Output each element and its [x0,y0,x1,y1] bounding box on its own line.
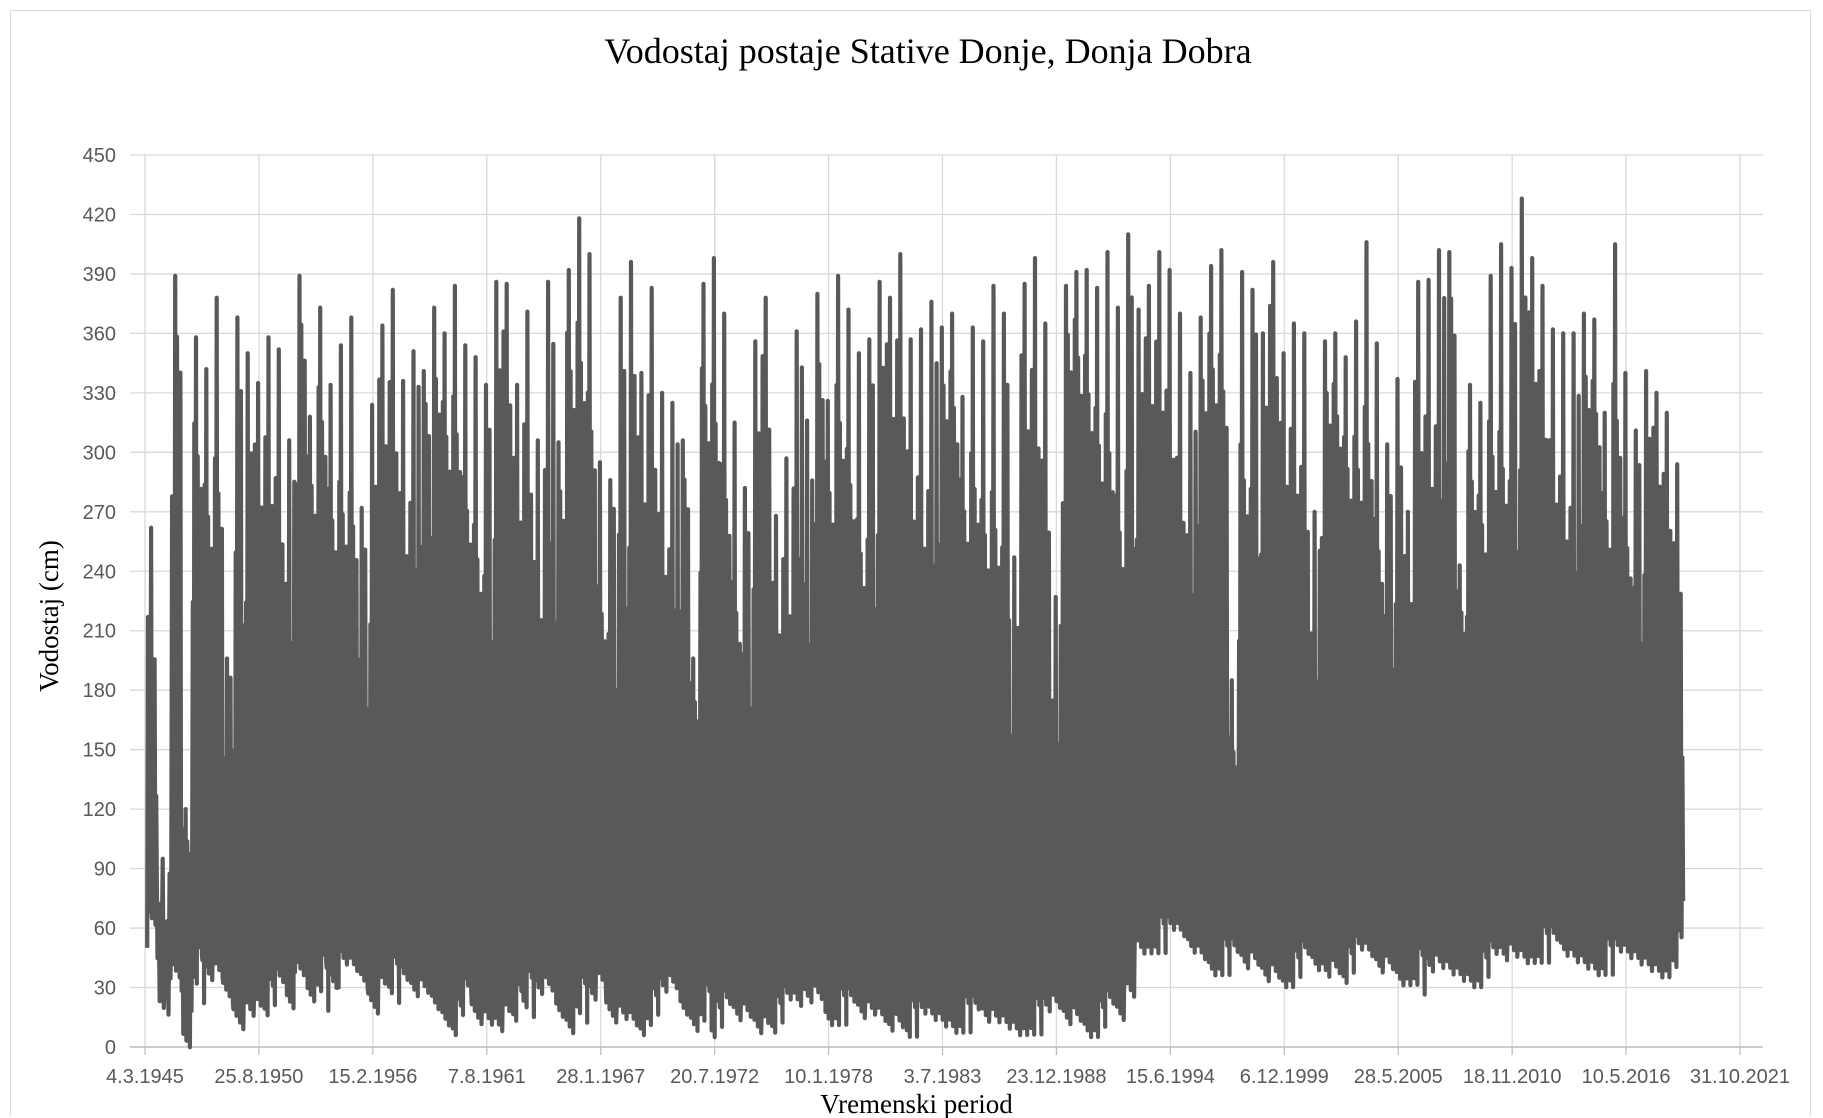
y-tick-label: 420 [83,204,116,226]
x-axis-ticks: 4.3.1945 25.8.1950 15.2.1956 7.8.1961 28.1.1… [106,1066,1790,1088]
x-tick-label: 31.10.2021 [1690,1066,1790,1088]
x-tick-label: 23.12.1988 [1006,1066,1106,1088]
x-tick-label: 6.12.1999 [1240,1066,1329,1088]
x-tick-label: 25.8.1950 [214,1066,303,1088]
x-tick-label: 3.7.1983 [904,1066,982,1088]
x-tick-label: 4.3.1945 [106,1066,184,1088]
y-tick-label: 0 [105,1037,116,1059]
x-axis-title: Vremenski period [820,1089,1013,1118]
y-axis-title: Vodostaj (cm) [34,540,64,692]
x-tick-label: 15.2.1956 [328,1066,417,1088]
y-tick-label: 450 [83,145,116,167]
y-tick-label: 90 [94,859,116,881]
water-level-series-line [145,196,1686,1050]
series-layer [145,196,1686,1050]
y-tick-label: 330 [83,383,116,405]
x-tick-label: 20.7.1972 [670,1066,759,1088]
x-tick-label: 15.6.1994 [1126,1066,1215,1088]
x-tick-label: 10.5.2016 [1582,1066,1671,1088]
y-tick-label: 180 [83,680,116,702]
x-tick-label: 28.1.1967 [556,1066,645,1088]
y-tick-label: 300 [83,442,116,464]
x-tick-label: 28.5.2005 [1354,1066,1443,1088]
y-axis-ticks: 0 30 60 90 120 150 180 210 240 270 300 330 360 390 420… [83,145,116,1059]
x-tick-label: 18.11.2010 [1463,1066,1562,1088]
y-tick-label: 150 [83,740,116,762]
y-tick-label: 30 [94,978,116,1000]
x-tick-label: 10.1.1978 [784,1066,873,1088]
y-tick-label: 270 [83,502,116,524]
chart-title: Vodostaj postaje Stative Donje, Donja Do… [604,31,1252,71]
x-tick-label: 7.8.1961 [448,1066,526,1088]
y-tick-label: 390 [83,264,116,286]
y-tick-label: 240 [83,561,116,583]
y-tick-label: 210 [83,621,116,643]
y-tick-label: 60 [94,918,116,940]
y-tick-label: 360 [83,323,116,345]
y-tick-label: 120 [83,799,116,821]
